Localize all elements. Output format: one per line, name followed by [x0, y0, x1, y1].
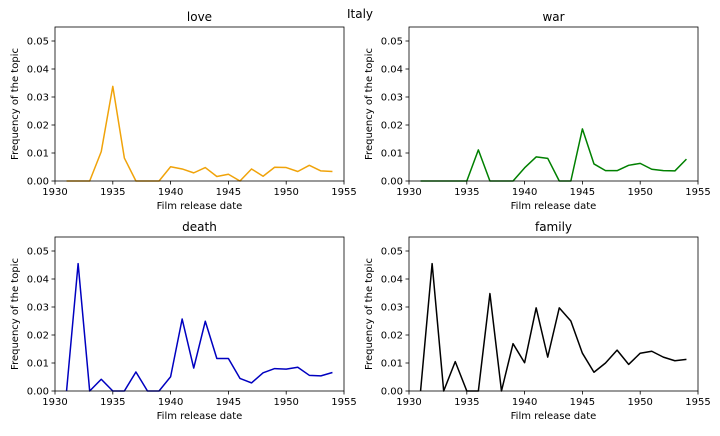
y-tick-label: 0.03: [27, 303, 49, 314]
chart-panel-death: death 1930 1935 1940 1945 1950 1955 0.00 0.01 0.0…: [10, 220, 357, 422]
x-axis-label: Film release date: [511, 411, 597, 422]
plot-frame: [54, 236, 345, 392]
y-tick-label: 0.00: [381, 177, 403, 188]
chart-title: war: [542, 10, 564, 24]
chart-title: death: [182, 220, 217, 234]
y-tick-label: 0.05: [27, 247, 49, 258]
y-tick-label: 0.02: [27, 331, 49, 342]
x-tick-label: 1930: [42, 397, 67, 408]
x-tick-label: 1935: [100, 397, 125, 408]
x-tick-label: 1950: [627, 187, 652, 198]
x-tick-label: 1950: [273, 397, 298, 408]
x-tick-label: 1945: [570, 187, 595, 198]
x-tick-label: 1940: [512, 187, 537, 198]
y-tick-label: 0.01: [27, 149, 49, 160]
y-tick-label: 0.04: [381, 275, 403, 286]
plot-frame: [408, 26, 699, 182]
x-axis-label: Film release date: [157, 201, 243, 212]
y-tick-label: 0.02: [27, 121, 49, 132]
y-tick-label: 0.03: [381, 93, 403, 104]
x-tick-label: 1945: [216, 187, 241, 198]
x-tick-label: 1935: [454, 397, 479, 408]
x-tick-label: 1940: [158, 397, 183, 408]
x-tick-label: 1930: [396, 397, 421, 408]
series-line-death: [65, 262, 333, 392]
y-tick-label: 0.03: [27, 93, 49, 104]
y-tick-label: 0.05: [381, 37, 403, 48]
x-tick-label: 1945: [216, 397, 241, 408]
x-tick-label: 1955: [685, 397, 710, 408]
x-tick-label: 1935: [100, 187, 125, 198]
y-tick-label: 0.01: [381, 149, 403, 160]
series-line-war: [420, 128, 687, 182]
chart-title: family: [535, 220, 572, 234]
y-tick-label: 0.04: [27, 275, 49, 286]
y-tick-label: 0.03: [381, 303, 403, 314]
y-tick-label: 0.05: [27, 37, 49, 48]
x-tick-label: 1955: [331, 187, 356, 198]
x-tick-label: 1930: [42, 187, 67, 198]
y-tick-label: 0.02: [381, 121, 403, 132]
y-tick-label: 0.01: [381, 359, 403, 370]
x-tick-label: 1930: [396, 187, 421, 198]
x-axis-label: Film release date: [511, 201, 597, 212]
chart-panel-love: love 1930 1935 1940 1945 1950 1955 0.00 0.01 0.02…: [10, 10, 357, 212]
series-line-love: [66, 85, 333, 182]
x-tick-label: 1955: [685, 187, 710, 198]
chart-panel-war: war 1930 1935 1940 1945 1950 1955 0.00 0.01 0.02 0…: [364, 10, 711, 212]
x-tick-label: 1935: [454, 187, 479, 198]
plot-frame: [54, 26, 345, 182]
x-axis-label: Film release date: [157, 411, 243, 422]
x-tick-label: 1955: [331, 397, 356, 408]
x-tick-label: 1950: [273, 187, 298, 198]
x-tick-label: 1950: [627, 397, 652, 408]
y-tick-label: 0.05: [381, 247, 403, 258]
plot-frame: [408, 236, 699, 392]
y-axis-label: Frequency of the topic: [364, 258, 375, 370]
y-tick-label: 0.00: [27, 387, 49, 398]
y-axis-label: Frequency of the topic: [10, 48, 21, 160]
y-axis-label: Frequency of the topic: [10, 258, 21, 370]
y-tick-label: 0.04: [381, 65, 403, 76]
series-line-family: [419, 262, 687, 392]
y-tick-label: 0.00: [27, 177, 49, 188]
y-tick-label: 0.02: [381, 331, 403, 342]
chart-panel-family: family 1930 1935 1940 1945 1950 1955 0.00 0.01 0.…: [364, 220, 711, 422]
x-tick-label: 1940: [158, 187, 183, 198]
x-tick-label: 1945: [570, 397, 595, 408]
y-tick-label: 0.04: [27, 65, 49, 76]
y-tick-label: 0.01: [27, 359, 49, 370]
y-tick-label: 0.00: [381, 387, 403, 398]
y-axis-label: Frequency of the topic: [364, 48, 375, 160]
x-tick-label: 1940: [512, 397, 537, 408]
figure-title: Italy: [346, 7, 374, 21]
chart-title: love: [187, 10, 212, 24]
